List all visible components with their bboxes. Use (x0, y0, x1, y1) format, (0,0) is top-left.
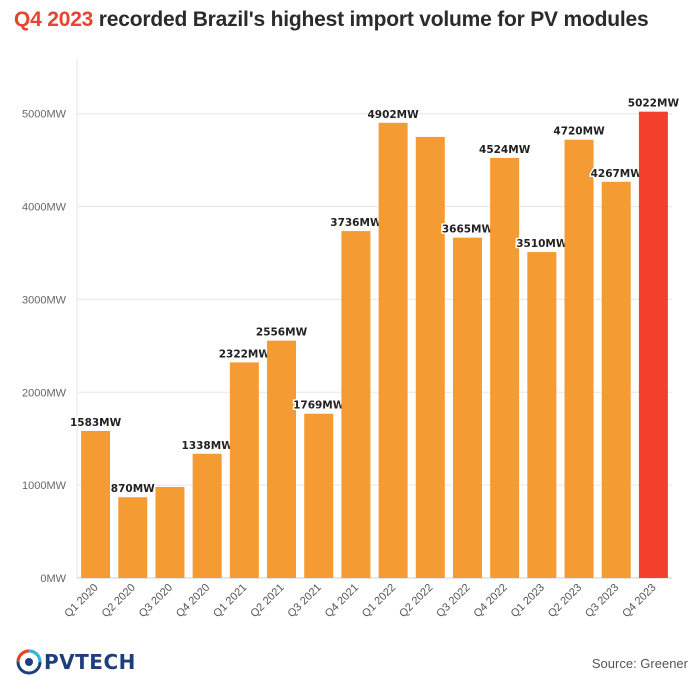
x-tick-label: Q1 2021 (211, 582, 249, 620)
pvtech-logo: PVTECH (16, 648, 136, 676)
bar (490, 157, 520, 578)
bar (601, 181, 631, 578)
bar (229, 362, 259, 578)
y-tick-label: 0MW (40, 573, 66, 585)
source-note: Source: Greener (591, 656, 688, 671)
data-label: 4902MW (367, 109, 419, 121)
data-label: 1338MW (182, 440, 234, 452)
y-tick-label: 3000MW (22, 294, 67, 306)
x-tick-label: Q4 2020 (174, 582, 212, 620)
bar (304, 413, 334, 578)
x-tick-label: Q2 2020 (100, 582, 138, 620)
x-tick-label: Q1 2023 (509, 582, 547, 620)
x-tick-label: Q2 2022 (397, 582, 435, 620)
bar (564, 139, 594, 578)
data-label: 4720MW (553, 126, 605, 138)
data-label: 2322MW (219, 348, 271, 360)
x-tick-label: Q2 2023 (546, 582, 584, 620)
logo-text: PVTECH (44, 650, 136, 674)
x-tick-label: Q3 2022 (434, 582, 472, 620)
title-rest: recorded Brazil's highest import volume … (93, 8, 649, 31)
bar (118, 497, 148, 578)
bar-chart: 0MW 1000MW 2000MW 3000MW 4000MW 5000MW 1583MW Q… (22, 58, 681, 620)
data-label: 4524MW (479, 144, 531, 156)
y-tick-label: 2000MW (22, 387, 67, 399)
data-label: 3510MW (516, 238, 568, 250)
data-label: 3665MW (442, 224, 494, 236)
x-tick-label: Q4 2021 (323, 582, 361, 620)
bar (378, 122, 408, 579)
data-label: 4267MW (591, 168, 643, 180)
x-tick-label: Q2 2021 (248, 582, 286, 620)
bar (638, 111, 668, 579)
data-label: 1583MW (70, 417, 122, 429)
x-tick-label: Q4 2022 (471, 582, 509, 620)
x-tick-label: Q1 2020 (62, 582, 100, 620)
bar (341, 231, 371, 579)
bar (452, 237, 482, 578)
data-label: 2556MW (256, 327, 308, 339)
y-tick-label: 4000MW (22, 202, 67, 214)
x-tick-label: Q3 2023 (583, 582, 621, 620)
bar (155, 487, 185, 578)
data-label: 870MW (111, 483, 155, 495)
x-tick-label: Q3 2020 (137, 582, 175, 620)
x-tick-label: Q3 2021 (286, 582, 324, 620)
chart-title: Q4 2023 recorded Brazil's highest import… (14, 8, 649, 32)
data-label: 3736MW (330, 217, 382, 229)
data-label: 1769MW (293, 400, 345, 412)
bar (81, 431, 111, 578)
y-tick-label: 5000MW (22, 109, 67, 121)
y-tick-label: 1000MW (22, 480, 67, 492)
pvtech-logo-icon (16, 649, 42, 675)
bar (527, 252, 557, 579)
bar (192, 453, 222, 578)
bar (415, 136, 445, 578)
bar (267, 340, 297, 578)
data-label: 5022MW (628, 98, 680, 110)
title-highlight: Q4 2023 (14, 8, 94, 31)
x-tick-label: Q1 2022 (360, 582, 398, 620)
x-tick-label: Q4 2023 (620, 582, 658, 620)
